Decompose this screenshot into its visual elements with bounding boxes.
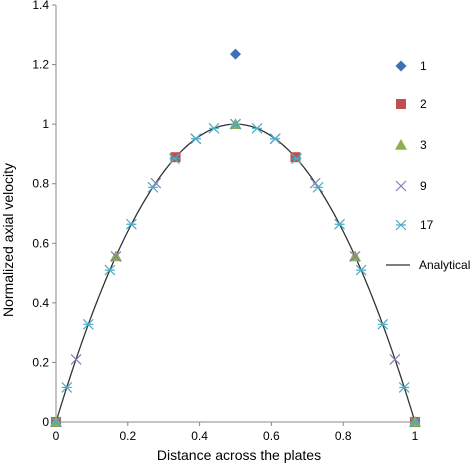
point-series-17 <box>230 118 241 130</box>
analytical-curve-layer <box>55 123 416 423</box>
point-series-17 <box>355 264 367 276</box>
x-axis-label: Distance across the plates <box>157 447 321 463</box>
legend-label-Analytical: Analytical <box>419 258 470 272</box>
y-tick-label: 1 <box>42 117 49 131</box>
point-series-17 <box>50 416 62 428</box>
point-series-9 <box>110 250 122 262</box>
y-tick-label: 0.4 <box>32 296 49 310</box>
point-series-17 <box>190 133 202 145</box>
point-series-9 <box>349 250 361 262</box>
point-series-17 <box>409 416 421 428</box>
point-series-17 <box>125 218 137 230</box>
legend-label-3: 3 <box>420 138 427 152</box>
x-tick-label: 0.2 <box>119 429 136 443</box>
y-tick-label: 0.2 <box>32 355 49 369</box>
x-tick-label: 0.8 <box>335 429 352 443</box>
legend-marker-9 <box>395 180 407 192</box>
y-tick-label: 0.6 <box>32 236 49 250</box>
point-series-17 <box>61 382 73 393</box>
point-series-17 <box>398 382 410 393</box>
x-tick-label: 0.4 <box>191 429 208 443</box>
legend-marker-3 <box>395 139 407 150</box>
point-series-17 <box>104 264 116 276</box>
legend-label-2: 2 <box>420 97 427 111</box>
point-series-1 <box>230 48 241 60</box>
legend-label-9: 9 <box>420 179 427 193</box>
point-series-9 <box>70 354 82 365</box>
x-tick-label: 1 <box>412 429 419 443</box>
point-series-9 <box>389 354 401 365</box>
y-tick-label: 1.2 <box>32 58 49 72</box>
point-series-17 <box>82 318 94 330</box>
point-series-17 <box>169 153 180 165</box>
axes: 0 0.2 0.4 0.6 0.8 1 0 0.2 0.4 0.6 0.8 1 1.2 1.4 <box>32 0 419 443</box>
legend-marker-2 <box>396 99 406 109</box>
point-series-17 <box>269 133 281 145</box>
legend-marker-17 <box>395 219 407 231</box>
point-series-17 <box>208 122 220 134</box>
legend-label-1: 1 <box>420 59 427 73</box>
point-series-17 <box>312 181 324 193</box>
x-tick-label: 0 <box>53 429 60 443</box>
point-series-17 <box>147 181 159 193</box>
point-series-17 <box>334 218 346 230</box>
legend-marker-1 <box>395 60 407 72</box>
point-series-17 <box>377 318 389 330</box>
data-marks <box>50 48 421 428</box>
y-tick-label: 0.8 <box>32 177 49 191</box>
analytical-curve <box>55 123 416 423</box>
y-tick-label: 1.4 <box>32 0 49 12</box>
legend: 1 2 3 9 17 Analytical <box>386 59 470 272</box>
point-series-17 <box>291 153 302 165</box>
point-series-17 <box>251 122 263 134</box>
y-axis-label: Normalized axial velocity <box>0 163 16 317</box>
legend-label-17: 17 <box>420 218 434 232</box>
y-tick-label: 0 <box>42 415 49 429</box>
x-tick-label: 0.6 <box>263 429 280 443</box>
